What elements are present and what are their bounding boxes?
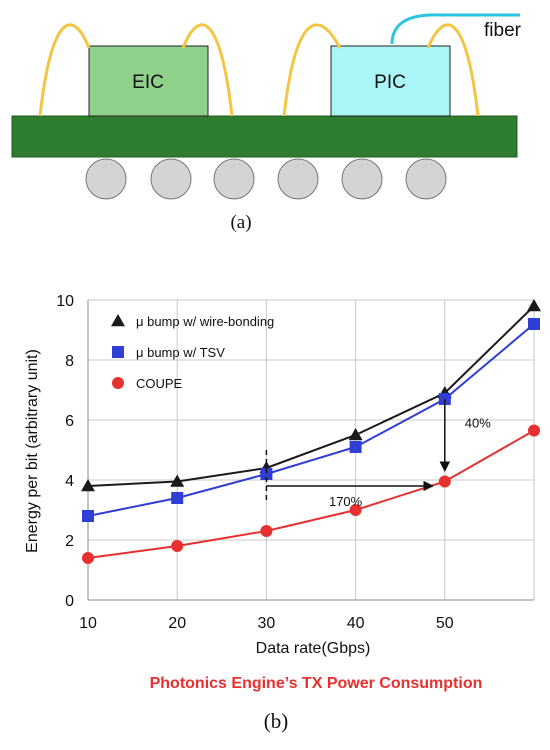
data-point bbox=[438, 475, 451, 488]
data-point bbox=[348, 428, 363, 441]
data-point bbox=[171, 540, 184, 552]
data-point bbox=[528, 318, 540, 330]
series-line bbox=[87, 305, 535, 487]
bond-wire bbox=[282, 23, 342, 117]
series-line bbox=[87, 323, 535, 517]
y-tick-label: 10 bbox=[56, 293, 74, 310]
y-tick-label: 2 bbox=[65, 533, 74, 550]
data-point bbox=[349, 441, 362, 453]
pic-label: PIC bbox=[374, 72, 406, 93]
chart: 10 20 30 40 50 0 2 4 6 8 10 170% 40% μ bump w/ wir… bbox=[24, 293, 541, 733]
fiber-line bbox=[390, 13, 520, 45]
x-ticks: 10 20 30 40 50 bbox=[79, 615, 454, 632]
y-tick-label: 0 bbox=[65, 593, 74, 610]
y-axis-label: Energy per bit (arbitrary unit) bbox=[24, 349, 41, 553]
legend-item: COUPE bbox=[112, 376, 183, 391]
fiber-label: fiber bbox=[484, 20, 522, 41]
legend-item: μ bump w/ wire-bonding bbox=[111, 314, 274, 329]
x-axis-label: Data rate(Gbps) bbox=[256, 640, 371, 657]
bond-wire bbox=[38, 23, 91, 117]
axes bbox=[87, 300, 534, 601]
bond-wire bbox=[426, 23, 480, 117]
annotations: 170% 40% bbox=[265, 399, 491, 509]
data-point bbox=[528, 424, 540, 437]
x-tick-label: 40 bbox=[347, 615, 365, 632]
data-point bbox=[260, 468, 273, 480]
solder-bump bbox=[341, 158, 383, 200]
solder-bump bbox=[405, 158, 447, 200]
substrate bbox=[11, 115, 518, 158]
y-ticks: 0 2 4 6 8 10 bbox=[56, 293, 74, 610]
series-line bbox=[87, 429, 535, 559]
package-diagram: fiber EIC PIC (a) bbox=[11, 13, 522, 233]
legend: μ bump w/ wire-bonding μ bump w/ TSV COUPE bbox=[111, 314, 274, 391]
eic-label: EIC bbox=[132, 72, 164, 93]
caption-b: (b) bbox=[264, 709, 289, 733]
x-tick-label: 50 bbox=[436, 615, 454, 632]
legend-marker bbox=[111, 314, 125, 327]
data-point bbox=[527, 299, 541, 312]
data-point bbox=[170, 474, 185, 487]
x-tick-label: 10 bbox=[79, 615, 97, 632]
series-layer bbox=[81, 299, 541, 564]
data-point bbox=[81, 479, 95, 492]
solder-bump bbox=[213, 158, 255, 200]
series-3 bbox=[82, 424, 540, 564]
y-tick-label: 4 bbox=[65, 473, 74, 490]
legend-label: μ bump w/ TSV bbox=[136, 345, 225, 360]
solder-bump bbox=[150, 158, 192, 200]
solder-bump bbox=[85, 158, 127, 200]
data-point bbox=[82, 510, 94, 522]
pic-chip bbox=[330, 45, 451, 117]
data-point bbox=[349, 504, 362, 516]
data-point bbox=[171, 492, 184, 504]
series-2 bbox=[82, 318, 540, 522]
annotation-40-percent: 40% bbox=[465, 416, 491, 431]
legend-item: μ bump w/ TSV bbox=[112, 345, 225, 360]
x-tick-label: 20 bbox=[168, 615, 186, 632]
y-tick-label: 8 bbox=[65, 353, 74, 370]
legend-marker bbox=[112, 377, 124, 389]
data-point bbox=[82, 552, 94, 564]
bond-wires bbox=[38, 23, 480, 117]
bond-wire bbox=[181, 23, 234, 117]
annotation-170-percent: 170% bbox=[329, 494, 363, 509]
legend-marker bbox=[112, 346, 124, 358]
data-point bbox=[260, 525, 273, 537]
eic-chip bbox=[88, 45, 209, 117]
legend-label: COUPE bbox=[136, 376, 183, 391]
solder-bump bbox=[277, 158, 319, 200]
y-tick-label: 6 bbox=[65, 413, 74, 430]
caption-a: (a) bbox=[230, 212, 251, 233]
chart-subtitle: Photonics Engine’s TX Power Consumption bbox=[150, 675, 483, 692]
x-tick-label: 30 bbox=[258, 615, 276, 632]
legend-label: μ bump w/ wire-bonding bbox=[136, 314, 274, 329]
